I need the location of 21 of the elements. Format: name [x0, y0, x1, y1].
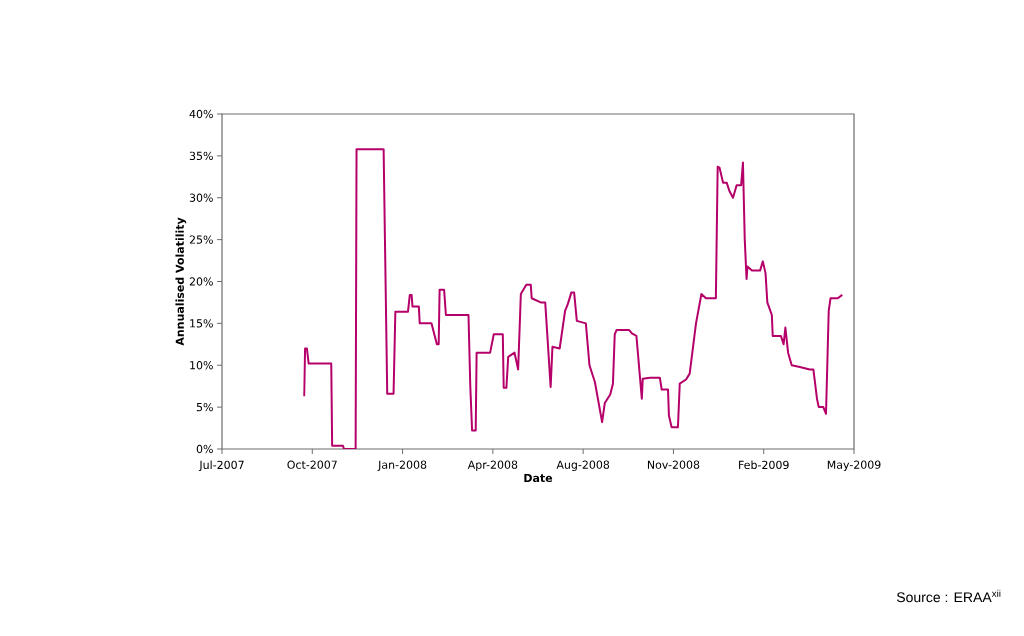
- x-tick-label: Apr-2008: [467, 460, 518, 471]
- line-series: [303, 148, 844, 449]
- y-tick-label: 20%: [189, 277, 213, 286]
- y-tick-label: 25%: [189, 235, 213, 244]
- y-tick-label: 15%: [190, 319, 213, 328]
- x-tick-label: Jan-2008: [377, 460, 427, 471]
- y-tick-label: 10%: [190, 361, 213, 370]
- x-tick-label: Aug-2008: [556, 460, 610, 471]
- x-tick-label: Feb-2009: [739, 460, 789, 470]
- x-tick-label: Oct-2007: [287, 460, 337, 469]
- y-tick-label: 5%: [196, 402, 213, 412]
- x-tick-label: Jul-2007: [198, 460, 244, 472]
- x-axis-title: Date: [524, 473, 553, 483]
- y-tick-label: 30%: [189, 193, 213, 202]
- y-tick-label: 35%: [189, 151, 213, 161]
- y-tick-label: 40%: [189, 109, 213, 119]
- x-tick-label: Nov-2008: [647, 460, 700, 469]
- x-tick-label: May-2009: [827, 460, 881, 471]
- y-tick-label: 0%: [196, 444, 213, 454]
- y-axis-title: Annualised Volatility: [175, 217, 187, 346]
- source-note: Source : ERAA$^{xii}$: [896, 589, 1001, 603]
